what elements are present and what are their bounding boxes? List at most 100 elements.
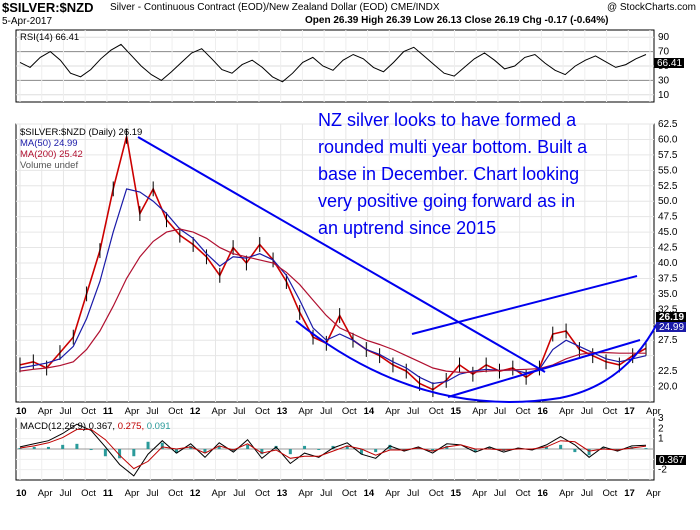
macd-last-tag <box>656 455 686 465</box>
macd-legend-signal: 0.275, <box>118 421 147 432</box>
macd-x-tick-label: Jul <box>320 488 332 499</box>
macd-x-tick-label: Apr <box>559 488 574 499</box>
rsi-line <box>19 43 647 83</box>
chart-date: 5-Apr-2017 <box>2 16 53 27</box>
x-tick-label: Oct <box>342 406 357 417</box>
x-tick-label: Apr <box>385 406 400 417</box>
upper-channel-line <box>411 275 638 335</box>
price-last-value: 26.19 <box>659 312 684 323</box>
x-tick-label: Oct <box>516 406 531 417</box>
x-tick-label: Jul <box>581 406 593 417</box>
price-tick-label: 42.5 <box>658 243 678 254</box>
macd-x-tick-label: Oct <box>603 488 618 499</box>
rsi-legend: RSI(14) 66.41 <box>20 32 79 43</box>
macd-x-tick-label: Apr <box>125 488 140 499</box>
macd-legend-hist: 0.091 <box>147 421 171 432</box>
rsi-tick-label: 30 <box>658 75 670 86</box>
x-tick-label: Jul <box>320 406 332 417</box>
stockcharts-watermark: @ StockCharts.com <box>606 2 696 13</box>
macd-tick-label: 3 <box>658 413 664 424</box>
series-line-ma50 <box>19 188 647 385</box>
series-line-ma200 <box>19 228 646 373</box>
x-tick-label: 12 <box>190 406 201 417</box>
macd-x-tick-label: 15 <box>450 488 461 499</box>
macd-x-tick-label: Oct <box>429 488 444 499</box>
annotation-line-3: base in December. Chart looking <box>318 164 579 184</box>
x-tick-label: Apr <box>125 406 140 417</box>
macd-x-tick-label: 17 <box>624 488 635 499</box>
x-tick-label: Oct <box>81 406 96 417</box>
x-tick-label: 13 <box>277 406 288 417</box>
macd-line <box>19 423 647 477</box>
price-tick-label: 50.0 <box>658 196 678 207</box>
annotation-line-2: rounded multi year bottom. Built a <box>318 137 588 157</box>
x-tick-label: Apr <box>646 406 661 417</box>
ma50-last-value: 24.99 <box>659 322 684 333</box>
chart-symbol: $SILVER:$NZD <box>2 0 94 15</box>
x-tick-label: Apr <box>559 406 574 417</box>
ma50-legend: MA(50) 24.99 <box>20 138 78 149</box>
macd-x-tick-label: Oct <box>81 488 96 499</box>
x-tick-label: Jul <box>494 406 506 417</box>
macd-x-tick-label: Apr <box>646 488 661 499</box>
annotation-line-1: NZ silver looks to have formed a <box>318 110 577 130</box>
macd-x-tick-label: 13 <box>277 488 288 499</box>
macd-x-tick-label: Apr <box>212 488 227 499</box>
macd-signal-line <box>19 428 647 470</box>
macd-x-tick-label: Jul <box>407 488 419 499</box>
chart-description: Silver - Continuous Contract (EOD)/New Z… <box>110 2 440 13</box>
x-tick-label: Jul <box>146 406 158 417</box>
macd-x-tick-label: 14 <box>364 488 375 499</box>
macd-legend-macd: MACD(12,26,9) 0.367, <box>20 421 118 432</box>
macd-x-tick-label: Apr <box>385 488 400 499</box>
price-tick-label: 22.5 <box>658 366 678 377</box>
price-tick-label: 20.0 <box>658 382 678 393</box>
price-tick-label: 40.0 <box>658 258 678 269</box>
macd-x-tick-label: 11 <box>103 488 114 499</box>
macd-x-tick-label: Apr <box>472 488 487 499</box>
x-tick-label: 10 <box>16 406 27 417</box>
price-tick-label: 52.5 <box>658 181 678 192</box>
price-tick-label: 57.5 <box>658 150 678 161</box>
macd-tick-label: -2 <box>658 465 667 476</box>
x-tick-label: 17 <box>624 406 635 417</box>
price-tick-label: 62.5 <box>658 119 678 130</box>
x-tick-label: Apr <box>38 406 53 417</box>
x-tick-label: 16 <box>537 406 548 417</box>
macd-legend: MACD(12,26,9) 0.367, 0.275, 0.091 <box>20 421 171 432</box>
x-tick-label: 14 <box>364 406 375 417</box>
x-tick-label: Apr <box>212 406 227 417</box>
macd-x-tick-label: Jul <box>146 488 158 499</box>
price-tick-label: 45.0 <box>658 227 678 238</box>
price-last-tag <box>656 312 686 322</box>
macd-x-tick-label: Jul <box>59 488 71 499</box>
downtrend-line <box>137 136 546 373</box>
rsi-last-tag <box>654 58 684 68</box>
rsi-tick-label: 10 <box>658 90 670 101</box>
macd-x-tick-label: Oct <box>168 488 183 499</box>
rounded-bottom-arc <box>295 320 659 403</box>
x-tick-label: Jul <box>233 406 245 417</box>
macd-x-tick-label: Jul <box>233 488 245 499</box>
x-tick-label: Oct <box>603 406 618 417</box>
ma50-last-tag <box>656 322 686 332</box>
macd-x-tick-label: Apr <box>38 488 53 499</box>
price-tick-label: 27.5 <box>658 335 678 346</box>
x-tick-label: Apr <box>472 406 487 417</box>
x-tick-label: Apr <box>298 406 313 417</box>
macd-x-tick-label: Oct <box>516 488 531 499</box>
price-tick-label: 32.5 <box>658 304 678 315</box>
rsi-last-value: 66.41 <box>657 58 682 69</box>
x-tick-label: Oct <box>429 406 444 417</box>
x-tick-label: 15 <box>450 406 461 417</box>
macd-x-tick-label: Jul <box>494 488 506 499</box>
price-tick-label: 47.5 <box>658 212 678 223</box>
ohlc-readout: Open 26.39 High 26.39 Low 26.13 Close 26… <box>305 15 609 26</box>
x-tick-label: Jul <box>59 406 71 417</box>
series-line-price <box>19 136 647 391</box>
x-tick-label: Oct <box>168 406 183 417</box>
macd-x-tick-label: Oct <box>342 488 357 499</box>
rsi-tick-label: 90 <box>658 32 670 43</box>
volume-legend: Volume undef <box>20 160 78 171</box>
